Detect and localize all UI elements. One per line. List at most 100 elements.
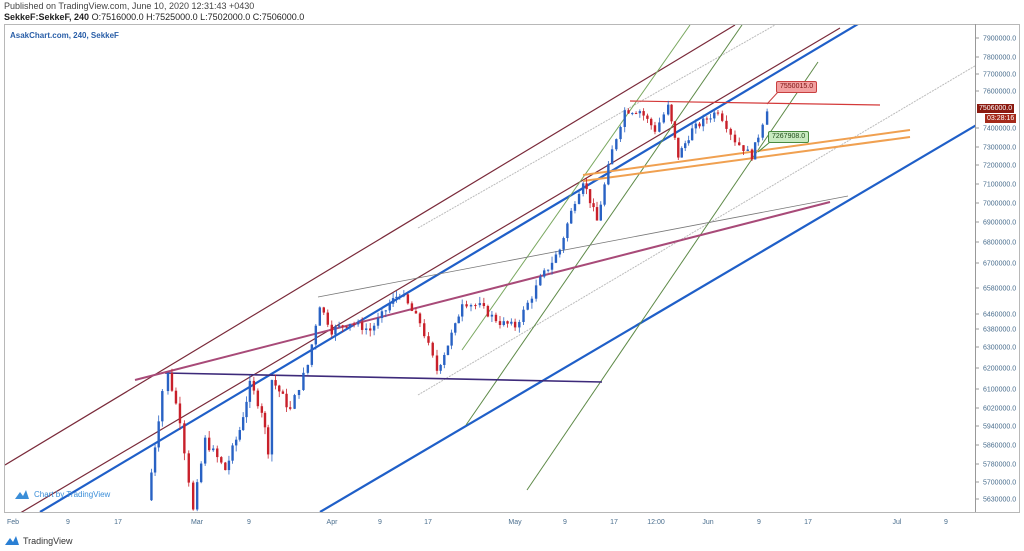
- callout-high[interactable]: 7550015.0: [776, 81, 818, 93]
- time-tick-label: 17: [610, 519, 618, 526]
- candle-up: [713, 110, 716, 122]
- candle-up: [690, 124, 694, 141]
- candle-body: [356, 322, 360, 325]
- candle-body: [423, 323, 426, 337]
- candle-body: [569, 210, 573, 224]
- price-tick-label: 7300000.0: [983, 145, 1016, 152]
- candle-body: [599, 204, 602, 221]
- candle-body: [573, 203, 577, 211]
- trendline-blue-main[interactable]: [39, 24, 859, 512]
- watermark-text: Chart by TradingView: [34, 490, 111, 499]
- candle-down: [494, 312, 498, 323]
- candle-body: [670, 104, 673, 122]
- candle-body: [603, 184, 606, 205]
- candle-body: [150, 472, 153, 501]
- candle-up: [334, 324, 337, 341]
- trendline-grey-thin[interactable]: [317, 195, 849, 298]
- candle-up: [623, 107, 626, 133]
- candle-body: [195, 482, 199, 510]
- candle-body: [352, 323, 356, 325]
- candle-up: [446, 345, 450, 356]
- candle-up: [746, 145, 749, 152]
- price-tick-label: 7700000.0: [983, 72, 1016, 79]
- candle-up: [348, 323, 352, 331]
- candle-body: [577, 193, 581, 204]
- trendline-blue-lower[interactable]: [319, 120, 985, 512]
- candle-up: [534, 279, 538, 302]
- price-tick-label: 7200000.0: [983, 163, 1016, 170]
- candle-body: [174, 390, 178, 404]
- candle-down: [506, 320, 509, 328]
- candle-body: [562, 238, 565, 250]
- horizontal-red-resistance[interactable]: [629, 100, 881, 106]
- candle-up: [395, 291, 398, 303]
- callout-low[interactable]: 7267908.0: [768, 131, 810, 143]
- candle-down: [216, 445, 219, 463]
- candle-body: [494, 314, 498, 322]
- candle-up: [457, 314, 460, 324]
- channel-grey-upper[interactable]: [417, 25, 776, 229]
- time-tick-label: 9: [944, 519, 948, 526]
- candle-body: [306, 364, 310, 373]
- candle-up: [384, 309, 388, 318]
- trendline-green-2[interactable]: [465, 25, 743, 426]
- candle-up: [631, 112, 634, 116]
- candle-down: [653, 121, 657, 135]
- candle-body: [310, 344, 314, 365]
- price-tick-label: 7100000.0: [983, 182, 1016, 189]
- candle-body: [478, 303, 482, 306]
- trendline-pink[interactable]: [134, 201, 831, 381]
- symbol-ohlc-line: SekkeF:SekkeF, 240 O:7516000.0 H:7525000…: [4, 12, 304, 22]
- candle-down: [170, 368, 174, 392]
- candle-body: [220, 457, 223, 463]
- candle-body: [658, 122, 661, 132]
- price-tick-label: 6900000.0: [983, 220, 1016, 227]
- trendline-maroon-mid[interactable]: [5, 27, 841, 522]
- candle-up: [306, 364, 310, 375]
- candle-body: [431, 342, 434, 356]
- candle-down: [592, 198, 595, 212]
- trendline-green-1[interactable]: [461, 25, 691, 351]
- candle-up: [702, 114, 705, 132]
- candle-body: [733, 134, 737, 143]
- callout-pointer-high: [766, 91, 779, 105]
- price-axis[interactable]: 7900000.0 7800000.0 7700000.0 7600000.0 7400…: [975, 36, 1016, 504]
- candle-body: [345, 326, 348, 328]
- brand-logo[interactable]: TradingView: [4, 535, 73, 546]
- trendline-orange-2[interactable]: [582, 136, 911, 182]
- candle-up: [227, 455, 231, 475]
- candle-up: [241, 412, 245, 431]
- candle-up: [376, 312, 380, 329]
- candle-body: [513, 321, 517, 328]
- candle-down: [627, 108, 630, 114]
- candle-body: [677, 137, 680, 158]
- bar-countdown: 03:28:16: [985, 114, 1017, 123]
- candle-body: [646, 115, 649, 119]
- candle-down: [220, 456, 223, 465]
- candle-down: [183, 420, 186, 461]
- horizontal-purple[interactable]: [164, 372, 603, 383]
- price-tick-label: 6460000.0: [983, 312, 1016, 319]
- candle-up: [765, 108, 769, 125]
- candle-up: [518, 319, 521, 333]
- trendline-maroon-upper[interactable]: [5, 25, 736, 466]
- candle-body: [380, 311, 384, 319]
- candle-up: [667, 100, 670, 116]
- time-tick-label: 9: [757, 519, 761, 526]
- candle-body: [522, 309, 525, 322]
- channel-grey-lower[interactable]: [417, 60, 985, 396]
- time-tick-label: 17: [424, 519, 432, 526]
- candle-body: [450, 332, 453, 346]
- candle-body: [157, 421, 160, 448]
- candle-up: [558, 248, 562, 258]
- candle-body: [510, 321, 513, 324]
- candle-body: [702, 118, 705, 127]
- time-axis[interactable]: Feb 9 17 Mar 9 Apr 9 17 May 9 17 12:00 Jun 9 17 Jul 9: [7, 519, 948, 526]
- price-tick-label: 7600000.0: [983, 89, 1016, 96]
- candle-down: [191, 480, 195, 511]
- trendline-orange-1[interactable]: [582, 129, 911, 176]
- candle-body: [391, 298, 395, 304]
- candle-body: [248, 380, 252, 402]
- candle-body: [414, 310, 418, 314]
